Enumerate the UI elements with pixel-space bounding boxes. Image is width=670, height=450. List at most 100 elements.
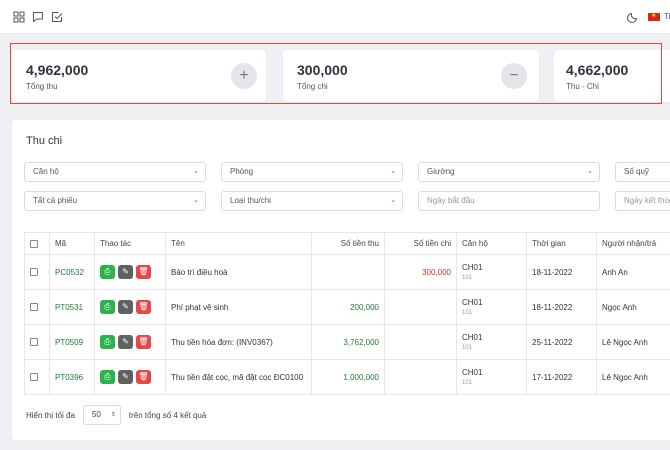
print-icon[interactable]: ⎙ [100, 370, 115, 384]
row-apartment-code: CH01 [462, 333, 483, 342]
row-name: Bảo trì điều hoà [165, 254, 312, 290]
page-size-label: Hiển thị tối đa [26, 410, 75, 420]
language-selector[interactable]: Ti [648, 12, 670, 21]
row-code[interactable]: PT0531 [49, 289, 95, 325]
panel-title: Thu chi [26, 135, 63, 147]
row-apartment: CH01 101 [456, 324, 527, 360]
row-income [311, 254, 385, 290]
page-size-select[interactable]: 50 ⇕ [82, 405, 121, 425]
row-code[interactable]: PT0509 [49, 324, 95, 360]
trash-icon[interactable]: 🗑 [136, 265, 151, 279]
fund-select[interactable]: Số quỹ [615, 162, 670, 182]
print-icon[interactable]: ⎙ [100, 300, 115, 314]
row-person: Lê Ngọc Anh [596, 359, 670, 395]
edit-icon[interactable]: ✎ [118, 265, 133, 279]
row-code[interactable]: PC0532 [49, 254, 95, 290]
fund-select-value: Số quỹ [624, 167, 649, 176]
header-expense[interactable]: Số tiền chi [384, 232, 457, 255]
row-room: 101 [462, 345, 473, 351]
row-expense [384, 324, 457, 360]
language-label: Ti [664, 12, 670, 21]
header-person[interactable]: Người nhận/trả [596, 232, 670, 255]
select-all-checkbox[interactable] [30, 239, 38, 248]
plus-icon: + [231, 63, 257, 89]
flag-vn-icon [648, 12, 660, 21]
row-income: 1,000,000 [311, 359, 385, 395]
bed-select-value: Giường [427, 167, 455, 176]
income-expense-type-select[interactable]: Loại thu/chi ⌄ [221, 191, 403, 211]
header-income[interactable]: Số tiền thu [311, 232, 385, 255]
dark-mode-icon[interactable] [627, 11, 639, 23]
row-checkbox[interactable] [30, 338, 38, 347]
row-apartment-code: CH01 [462, 368, 483, 377]
row-apartment-code: CH01 [462, 263, 483, 272]
header-code[interactable]: Mã [49, 232, 95, 255]
trash-icon[interactable]: 🗑 [136, 370, 151, 384]
row-checkbox[interactable] [30, 268, 38, 277]
header-name[interactable]: Tên [165, 232, 312, 255]
print-icon[interactable]: ⎙ [100, 335, 115, 349]
result-count: trên tổng số 4 kết quả [128, 410, 207, 420]
pagination-footer: Hiển thị tối đa 50 ⇕ trên tổng số 4 kết q… [26, 405, 206, 425]
row-room: 101 [462, 310, 473, 316]
row-time: 25-11-2022 [526, 324, 597, 360]
row-expense: 300,000 [384, 254, 457, 290]
income-expense-type-value: Loại thu/chi [230, 196, 271, 205]
trash-icon[interactable]: 🗑 [136, 300, 151, 314]
apartment-select-value: Căn hộ [33, 167, 59, 176]
checkbox-icon[interactable] [51, 11, 63, 23]
row-actions: ⎙ ✎ 🗑 [94, 359, 166, 395]
row-person: Anh An [596, 254, 670, 290]
edit-icon[interactable]: ✎ [118, 300, 133, 314]
header-time[interactable]: Thời gian [526, 232, 597, 255]
edit-icon[interactable]: ✎ [118, 335, 133, 349]
total-expense-card: 300,000 Tổng chi − [283, 50, 539, 102]
grid-icon[interactable] [13, 11, 25, 23]
chevron-down-icon: ⌄ [390, 197, 396, 204]
edit-icon[interactable]: ✎ [118, 370, 133, 384]
room-select[interactable]: Phòng ⌄ [221, 162, 403, 182]
row-time: 18-11-2022 [526, 254, 597, 290]
total-expense-label: Tổng chi [297, 82, 328, 91]
total-income-value: 4,962,000 [26, 62, 89, 78]
income-expense-panel: Thu chi Căn hộ ⌄ Phòng ⌄ Giường ⌄ Số quỹ… [12, 120, 670, 440]
row-checkbox[interactable] [30, 303, 38, 312]
row-time: 17-11-2022 [526, 359, 597, 395]
chevron-down-icon: ⌄ [193, 168, 199, 175]
chevron-down-icon: ⌄ [390, 168, 396, 175]
start-date-input[interactable]: Ngày bắt đầu [418, 191, 600, 211]
row-actions: ⎙ ✎ 🗑 [94, 254, 166, 290]
voucher-type-value: Tất cả phiếu [33, 196, 78, 205]
row-room: 101 [462, 380, 473, 386]
table-row[interactable]: PT0531 ⎙ ✎ 🗑 Phí phạt vệ sinh 200,000 CH01… [24, 289, 670, 325]
row-code[interactable]: PT0396 [49, 359, 95, 395]
header-apartment[interactable]: Căn hộ [456, 232, 527, 255]
row-apartment-code: CH01 [462, 298, 483, 307]
row-expense [384, 289, 457, 325]
bed-select[interactable]: Giường ⌄ [418, 162, 600, 182]
apartment-select[interactable]: Căn hộ ⌄ [24, 162, 206, 182]
row-apartment: CH01 101 [456, 289, 527, 325]
select-all-cell [24, 232, 50, 255]
print-icon[interactable]: ⎙ [100, 265, 115, 279]
total-income-card: 4,962,000 Tổng thu + [12, 50, 266, 102]
net-balance-value: 4,662,000 [566, 62, 629, 78]
end-date-placeholder: Ngày kết thúc [624, 196, 670, 205]
header-actions: Thao tác [94, 232, 166, 255]
row-checkbox[interactable] [30, 373, 38, 382]
row-actions: ⎙ ✎ 🗑 [94, 289, 166, 325]
net-balance-label: Thu - Chi [566, 82, 599, 91]
row-time: 18-11-2022 [526, 289, 597, 325]
row-income: 3,762,000 [311, 324, 385, 360]
table-row[interactable]: PT0396 ⎙ ✎ 🗑 Thu tiền đặt cọc, mã đặt cọc … [24, 359, 670, 395]
table-header-row: Mã Thao tác Tên Số tiền thu Số tiền chi … [24, 232, 670, 255]
trash-icon[interactable]: 🗑 [136, 335, 151, 349]
table-row[interactable]: PC0532 ⎙ ✎ 🗑 Bảo trì điều hoà 300,000 CH01… [24, 254, 670, 290]
chat-icon[interactable] [32, 11, 44, 23]
table-row[interactable]: PT0509 ⎙ ✎ 🗑 Thu tiền hóa đơn: (INV0367) 3… [24, 324, 670, 360]
voucher-type-select[interactable]: Tất cả phiếu ⌄ [24, 191, 206, 211]
start-date-placeholder: Ngày bắt đầu [427, 196, 475, 205]
stats-highlight-frame [10, 43, 662, 104]
end-date-input[interactable]: Ngày kết thúc [615, 191, 670, 211]
net-balance-card: 4,662,000 Thu - Chi [554, 50, 670, 102]
